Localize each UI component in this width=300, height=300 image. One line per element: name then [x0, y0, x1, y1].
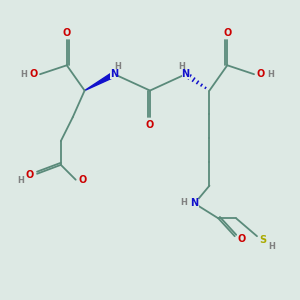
Text: S: S: [260, 235, 266, 245]
Text: H: H: [268, 242, 275, 251]
Text: O: O: [256, 69, 265, 79]
Text: H: H: [267, 70, 274, 79]
Text: O: O: [63, 28, 71, 38]
Text: O: O: [223, 28, 231, 38]
Text: O: O: [146, 120, 154, 130]
Text: H: H: [179, 62, 185, 71]
Text: H: H: [20, 70, 27, 79]
Text: O: O: [26, 170, 34, 180]
Text: H: H: [17, 176, 24, 185]
Text: O: O: [78, 175, 86, 185]
Text: N: N: [110, 69, 118, 79]
Text: O: O: [237, 234, 245, 244]
Text: N: N: [190, 199, 199, 208]
Text: O: O: [29, 69, 38, 79]
Text: H: H: [115, 62, 121, 71]
Text: H: H: [180, 197, 187, 206]
Text: N: N: [182, 69, 190, 79]
Polygon shape: [85, 72, 116, 91]
